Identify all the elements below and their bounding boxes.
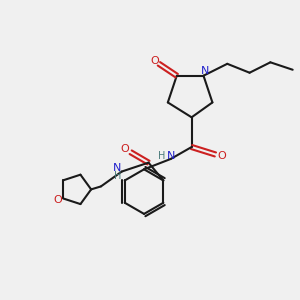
Text: N: N: [201, 66, 209, 76]
Text: O: O: [53, 195, 62, 205]
Text: H: H: [114, 171, 121, 181]
Text: N: N: [113, 163, 122, 173]
Text: O: O: [150, 56, 159, 66]
Text: H: H: [158, 151, 165, 161]
Text: O: O: [217, 151, 226, 161]
Text: N: N: [167, 151, 175, 161]
Text: O: O: [120, 144, 129, 154]
